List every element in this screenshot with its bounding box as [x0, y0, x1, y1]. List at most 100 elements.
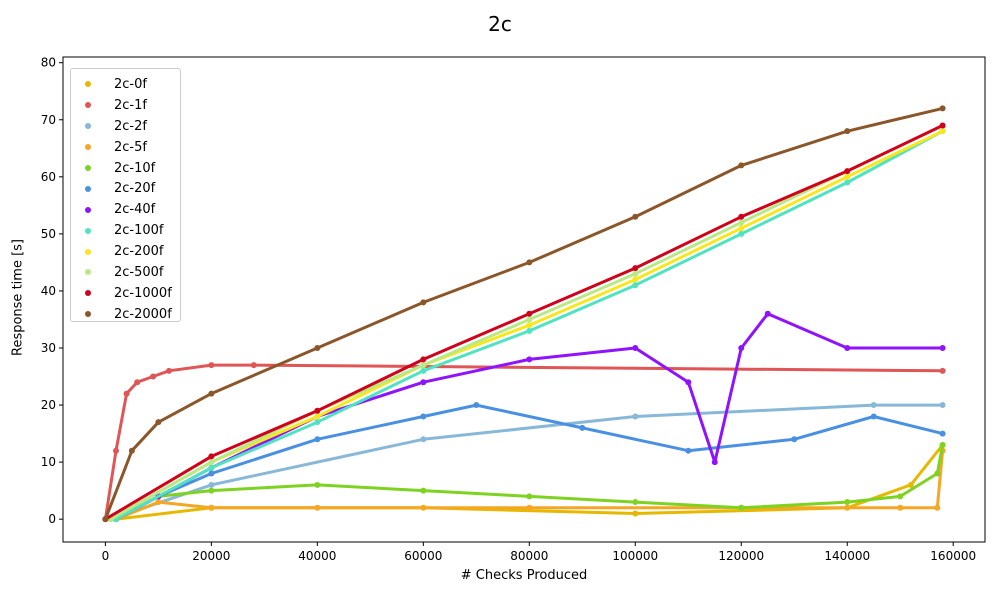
point-2c-2000f-3: [208, 390, 215, 397]
legend-marker: [85, 165, 91, 171]
point-2c-500f-6: [738, 219, 745, 226]
legend-marker: [85, 248, 91, 255]
point-2c-1000f-3: [420, 356, 427, 363]
legend-marker: [85, 311, 91, 318]
y-tick-label-30: 30: [41, 341, 56, 355]
chart-title: 2c: [488, 12, 512, 36]
point-2c-2000f-4: [314, 345, 321, 351]
point-2c-40f-6: [632, 345, 639, 351]
point-2c-10f-11: [939, 442, 946, 448]
x-tick-label-60000: 60000: [404, 549, 442, 563]
legend-label: 2c-0f: [114, 76, 147, 92]
point-2c-20f-5: [473, 402, 480, 409]
point-2c-20f-4: [420, 413, 427, 420]
legend-marker: [85, 206, 91, 213]
series-2c-20f-line: [115, 403, 943, 521]
x-tick-label-20000: 20000: [192, 549, 230, 563]
point-2c-5f-3: [314, 504, 321, 511]
point-2c-20f-8: [791, 436, 798, 443]
points-layer: [102, 105, 946, 523]
point-2c-10f-10: [934, 470, 941, 477]
point-2c-40f-9: [738, 345, 745, 351]
legend-item-2c-5f: 2c-5f: [71, 137, 180, 158]
legend-item-2c-2000f: 2c-2000f: [71, 304, 180, 325]
y-tick-label-10: 10: [41, 455, 56, 469]
legend-label: 2c-2f: [114, 118, 147, 134]
legend-item-2c-1000f: 2c-1000f: [71, 283, 180, 304]
point-2c-40f-4: [420, 379, 427, 386]
y-tick-label-50: 50: [41, 227, 56, 241]
x-tick-label-120000: 120000: [718, 549, 764, 563]
point-2c-20f-10: [939, 430, 946, 437]
legend-label: 2c-40f: [114, 202, 156, 218]
point-2c-200f-5: [632, 276, 639, 283]
legend-item-2c-2f: 2c-2f: [71, 116, 180, 137]
x-tick-label-160000: 160000: [930, 549, 976, 563]
point-2c-2f-4: [870, 402, 877, 409]
point-2c-1f-3: [134, 379, 141, 386]
point-2c-5f-1: [155, 499, 162, 506]
y-tick-label-70: 70: [41, 113, 56, 127]
x-tick-label-0: 0: [102, 549, 110, 563]
point-2c-1f-4: [150, 373, 157, 380]
point-2c-1000f-6: [738, 213, 745, 220]
point-2c-0f-4: [632, 510, 639, 517]
point-2c-20f-9: [870, 413, 877, 420]
point-2c-2000f-5: [420, 299, 427, 306]
point-2c-20f-7: [685, 447, 692, 454]
point-2c-500f-3: [420, 362, 427, 369]
legend-marker: [85, 102, 91, 109]
legend-label: 2c-200f: [114, 244, 164, 260]
point-2c-10f-4: [420, 487, 427, 494]
point-2c-1f-1: [112, 447, 119, 454]
point-2c-200f-2: [314, 413, 321, 420]
legend-marker: [85, 269, 91, 276]
point-2c-5f-6: [897, 504, 904, 511]
point-2c-20f-3: [314, 436, 321, 443]
point-2c-5f-7: [934, 504, 941, 511]
legend-marker: [85, 144, 91, 151]
legend-label: 2c-100f: [114, 223, 164, 239]
legend-label: 2c-2000f: [114, 306, 172, 322]
point-2c-1f-8: [939, 367, 946, 374]
point-2c-2000f-6: [526, 259, 533, 266]
point-2c-40f-7: [685, 379, 692, 386]
point-2c-2000f-8: [738, 162, 745, 169]
point-2c-10f-7: [738, 504, 745, 511]
point-2c-1f-5: [165, 367, 172, 374]
point-2c-40f-8: [711, 459, 718, 466]
point-2c-10f-3: [314, 481, 321, 488]
point-2c-2000f-2: [155, 419, 162, 426]
series-2c-2f-line: [110, 403, 943, 521]
point-2c-10f-8: [844, 499, 851, 506]
point-2c-5f-2: [208, 504, 215, 511]
point-2c-2f-3: [632, 413, 639, 420]
point-2c-1000f-7: [844, 168, 851, 175]
point-2c-20f-6: [579, 424, 586, 431]
point-2c-1000f-1: [208, 453, 215, 460]
legend: 2c-0f 2c-1f 2c-2f 2c-5f 2c-10f 2c-20f 2c-40f 2c…: [70, 68, 181, 322]
point-2c-2000f-0: [102, 516, 109, 523]
point-2c-10f-2: [208, 487, 215, 494]
plot-frame: [62, 56, 986, 543]
legend-item-2c-1f: 2c-1f: [71, 95, 180, 116]
point-2c-2f-1: [208, 481, 215, 488]
legend-marker: [85, 81, 91, 88]
point-2c-1000f-5: [632, 265, 639, 272]
point-2c-40f-10: [764, 310, 771, 317]
point-2c-100f-3: [420, 367, 427, 374]
point-2c-500f-4: [526, 316, 533, 323]
point-2c-100f-4: [526, 327, 533, 334]
legend-item-2c-500f: 2c-500f: [71, 262, 180, 283]
point-2c-10f-9: [897, 493, 904, 500]
legend-marker: [85, 123, 91, 130]
x-tick-label-80000: 80000: [510, 549, 548, 563]
legend-item-2c-200f: 2c-200f: [71, 241, 180, 262]
axes-layer: 0 20000 40000 60000 80000 100000 120000 140000 1…: [41, 56, 986, 563]
legend-marker: [85, 227, 91, 234]
point-2c-40f-12: [939, 345, 946, 351]
point-2c-10f-5: [526, 493, 533, 500]
point-2c-1f-6: [208, 362, 215, 369]
point-2c-200f-4: [526, 322, 533, 329]
